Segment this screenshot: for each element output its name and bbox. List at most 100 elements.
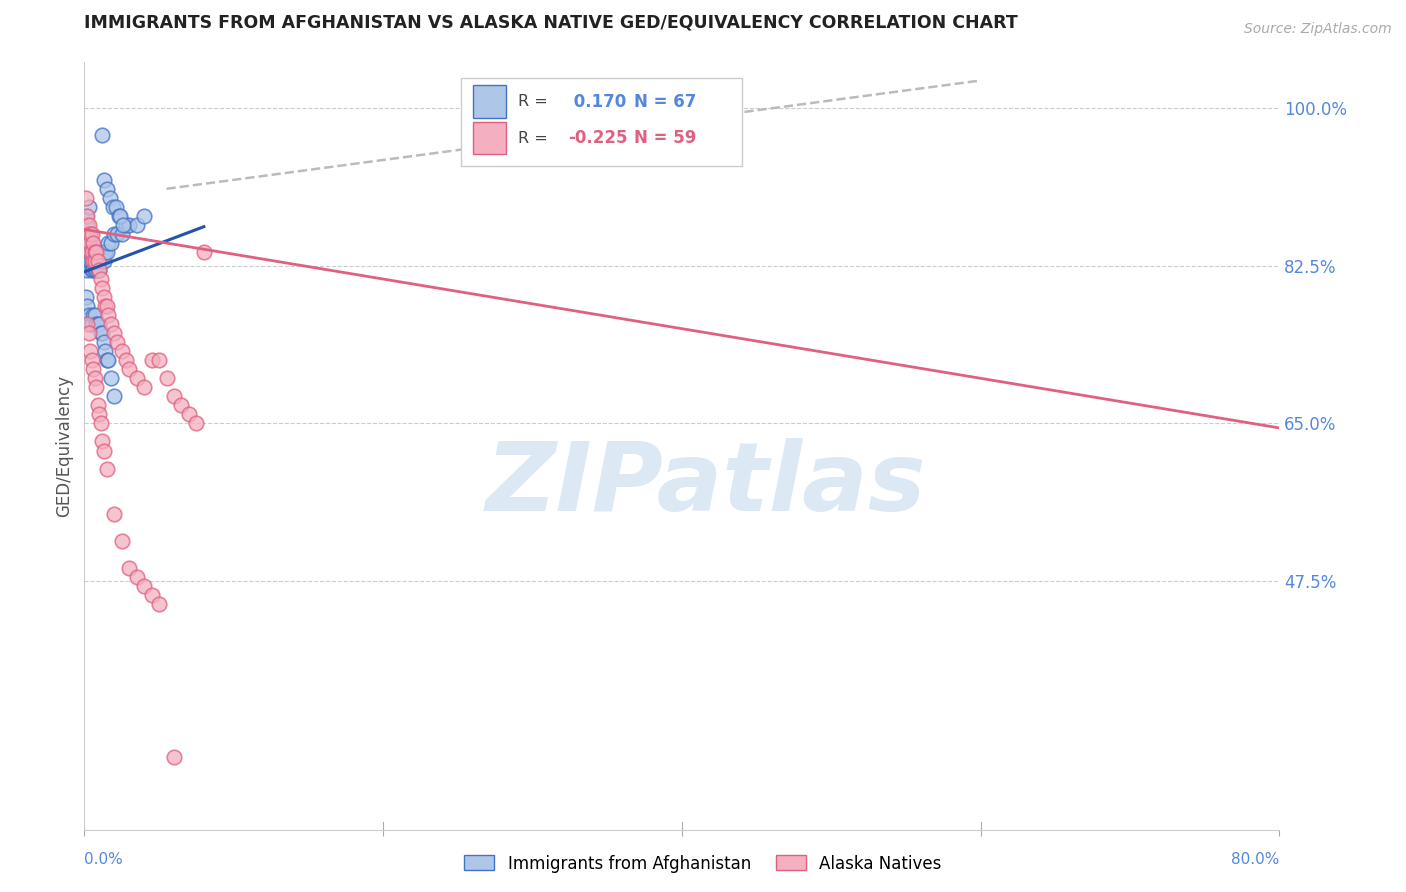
Point bbox=[93, 443, 115, 458]
Point bbox=[141, 353, 163, 368]
Point bbox=[77, 254, 100, 268]
Point bbox=[87, 254, 110, 268]
Point bbox=[83, 263, 105, 277]
Point bbox=[103, 507, 125, 521]
Point bbox=[132, 209, 156, 223]
Point bbox=[107, 209, 129, 223]
Point bbox=[75, 244, 97, 259]
Point bbox=[94, 299, 117, 313]
Point bbox=[79, 244, 101, 259]
Point bbox=[93, 335, 115, 350]
Point bbox=[89, 317, 111, 331]
Text: ZIPatlas: ZIPatlas bbox=[485, 438, 927, 531]
Point bbox=[96, 353, 118, 368]
Point bbox=[96, 461, 118, 475]
Point bbox=[83, 371, 105, 385]
Point bbox=[98, 191, 121, 205]
Point bbox=[96, 182, 118, 196]
Point bbox=[118, 561, 141, 575]
Point bbox=[93, 254, 115, 268]
Point bbox=[97, 308, 120, 322]
Point bbox=[93, 290, 115, 304]
Point bbox=[76, 317, 98, 331]
Point bbox=[91, 128, 114, 142]
Point bbox=[82, 308, 104, 322]
Point bbox=[163, 389, 186, 403]
Text: 0.0%: 0.0% bbox=[84, 852, 124, 867]
Point bbox=[97, 353, 120, 368]
Point bbox=[105, 335, 128, 350]
Point bbox=[96, 244, 118, 259]
Point bbox=[87, 254, 110, 268]
Point bbox=[79, 317, 101, 331]
Point bbox=[148, 353, 170, 368]
Point bbox=[82, 362, 104, 376]
Point bbox=[76, 263, 98, 277]
Point bbox=[77, 218, 100, 232]
Bar bbox=[472, 122, 506, 154]
Point bbox=[112, 218, 135, 232]
Point bbox=[76, 235, 98, 250]
Point bbox=[93, 173, 115, 187]
Point bbox=[103, 326, 125, 341]
FancyBboxPatch shape bbox=[461, 78, 742, 166]
Point bbox=[170, 398, 193, 412]
Point bbox=[79, 344, 101, 359]
Point bbox=[100, 317, 122, 331]
Point bbox=[80, 227, 103, 241]
Point bbox=[115, 218, 138, 232]
Text: N = 67: N = 67 bbox=[634, 93, 696, 111]
Point bbox=[91, 281, 114, 295]
Point bbox=[86, 263, 108, 277]
Point bbox=[77, 200, 100, 214]
Point bbox=[90, 272, 112, 286]
Point bbox=[86, 380, 108, 394]
Point bbox=[82, 263, 104, 277]
Point bbox=[91, 434, 114, 449]
Point bbox=[91, 326, 114, 341]
Point bbox=[87, 398, 110, 412]
Point bbox=[80, 353, 103, 368]
Point bbox=[111, 227, 134, 241]
Point bbox=[90, 417, 112, 431]
Point bbox=[76, 218, 98, 232]
Point bbox=[76, 227, 98, 241]
Point bbox=[75, 191, 97, 205]
Point bbox=[87, 317, 110, 331]
Point bbox=[163, 750, 186, 764]
Point bbox=[132, 579, 156, 593]
Y-axis label: GED/Equivalency: GED/Equivalency bbox=[55, 375, 73, 517]
Point bbox=[76, 299, 98, 313]
Text: IMMIGRANTS FROM AFGHANISTAN VS ALASKA NATIVE GED/EQUIVALENCY CORRELATION CHART: IMMIGRANTS FROM AFGHANISTAN VS ALASKA NA… bbox=[84, 13, 1018, 32]
Point bbox=[132, 380, 156, 394]
Point bbox=[125, 218, 148, 232]
Point bbox=[77, 244, 100, 259]
Point bbox=[79, 227, 101, 241]
Point bbox=[82, 254, 104, 268]
Point bbox=[111, 533, 134, 548]
Point bbox=[91, 244, 114, 259]
Point bbox=[76, 254, 98, 268]
Point bbox=[89, 263, 111, 277]
Point bbox=[86, 244, 108, 259]
Point bbox=[76, 209, 98, 223]
Point bbox=[94, 244, 117, 259]
Text: 0.170: 0.170 bbox=[568, 93, 627, 111]
Text: -0.225: -0.225 bbox=[568, 129, 628, 147]
Point bbox=[155, 371, 177, 385]
Point bbox=[111, 344, 134, 359]
Point bbox=[79, 227, 101, 241]
Bar bbox=[472, 86, 506, 118]
Point bbox=[83, 244, 105, 259]
Point bbox=[89, 254, 111, 268]
Point bbox=[86, 317, 108, 331]
Point bbox=[80, 263, 103, 277]
Point bbox=[104, 200, 127, 214]
Point bbox=[86, 244, 108, 259]
Point bbox=[80, 235, 103, 250]
Point bbox=[80, 254, 103, 268]
Point bbox=[177, 408, 200, 422]
Text: N = 59: N = 59 bbox=[634, 129, 696, 147]
Point bbox=[82, 244, 104, 259]
Point bbox=[186, 417, 208, 431]
